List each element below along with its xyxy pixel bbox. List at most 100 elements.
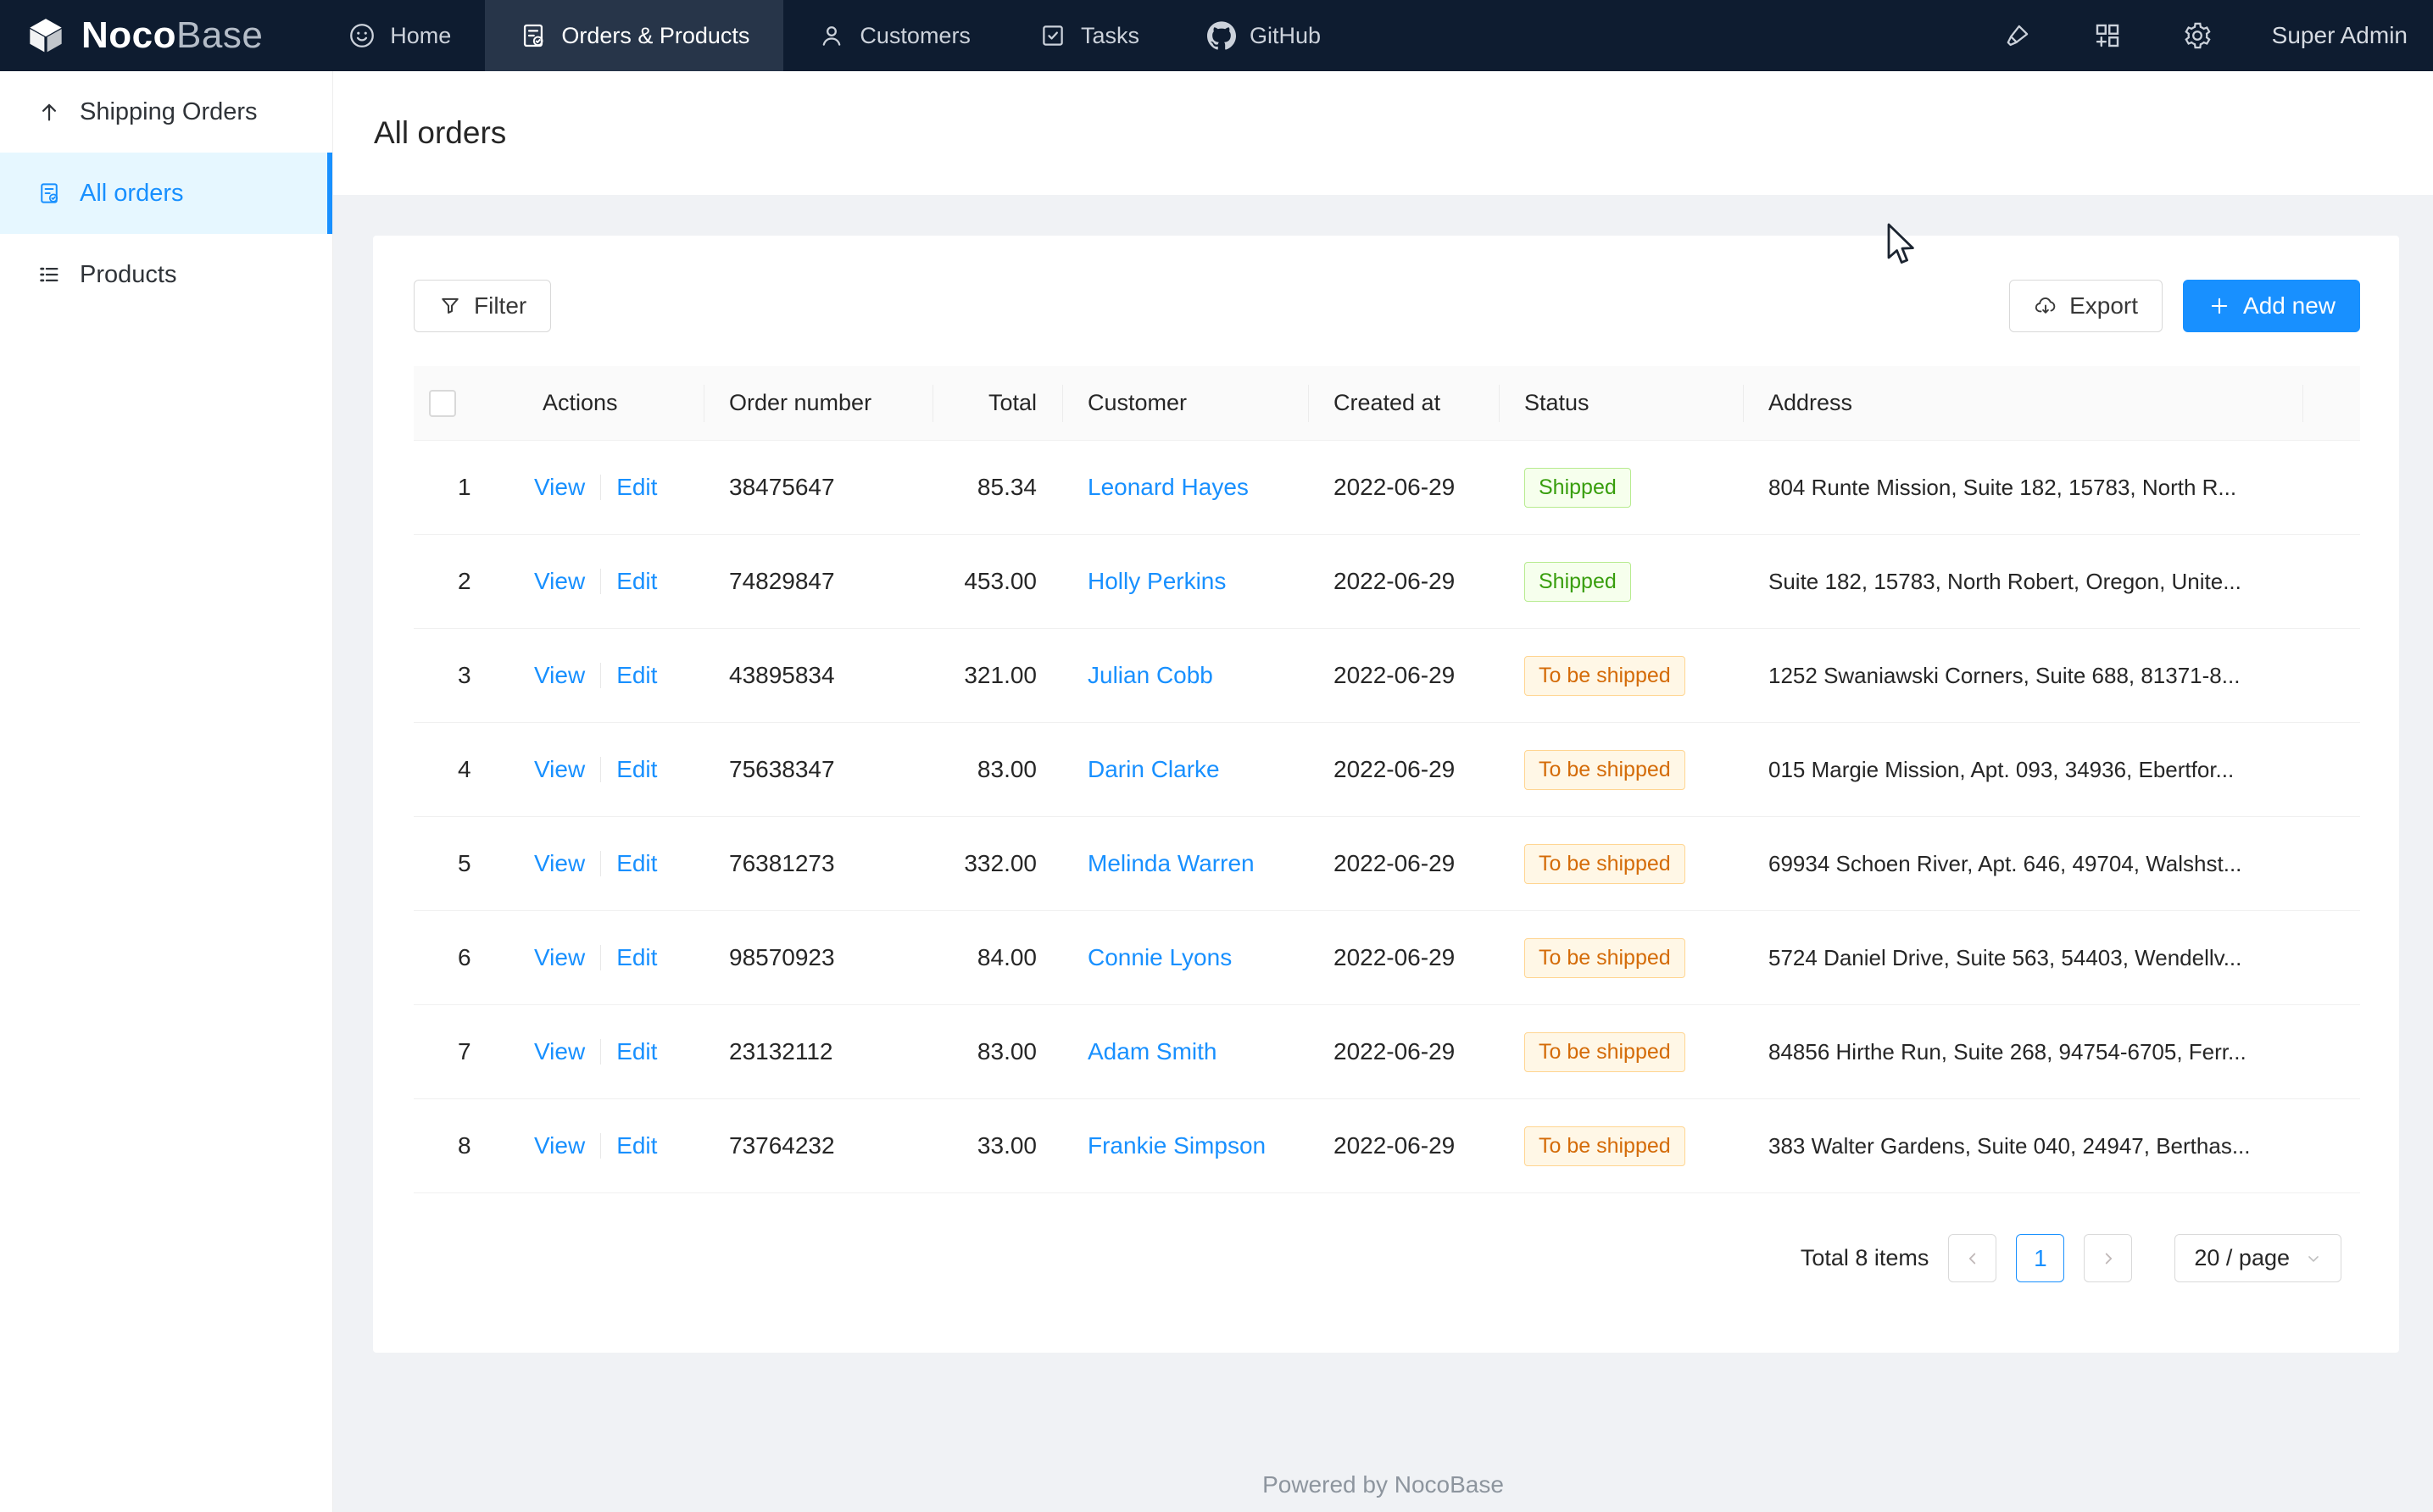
status-cell: To be shipped bbox=[1499, 749, 1743, 790]
navbar-right-section: Super Admin bbox=[2002, 20, 2433, 51]
gear-icon[interactable] bbox=[2182, 20, 2213, 51]
nav-item-home[interactable]: Home bbox=[314, 0, 485, 71]
customer-cell: Leonard Hayes bbox=[1062, 474, 1308, 501]
status-badge: To be shipped bbox=[1524, 749, 1685, 790]
actions-cell: View Edit bbox=[517, 662, 704, 689]
total-cell: 332.00 bbox=[964, 850, 1037, 876]
table-row: 6 View Edit 98570923 84.00 Connie Lyons … bbox=[414, 911, 2360, 1005]
view-link[interactable]: View bbox=[534, 568, 586, 594]
row-index: 5 bbox=[458, 850, 471, 876]
table-header-row: Actions Order number Total Customer Crea… bbox=[414, 366, 2360, 441]
view-link[interactable]: View bbox=[534, 662, 586, 688]
nav-item-github[interactable]: GitHub bbox=[1173, 0, 1355, 71]
customer-link[interactable]: Darin Clarke bbox=[1088, 756, 1220, 782]
customer-link[interactable]: Adam Smith bbox=[1088, 1038, 1217, 1065]
nav-item-tasks[interactable]: Tasks bbox=[1005, 0, 1173, 71]
powered-by-footer: Powered by NocoBase bbox=[1262, 1471, 1504, 1498]
add-new-button[interactable]: Add new bbox=[2183, 280, 2360, 332]
order-number-cell: 38475647 bbox=[729, 474, 835, 500]
address-cell: 69934 Schoen River, Apt. 646, 49704, Wal… bbox=[1768, 850, 2242, 876]
edit-link[interactable]: Edit bbox=[616, 474, 658, 500]
order-number-cell: 98570923 bbox=[729, 944, 835, 970]
cloud-download-icon bbox=[2035, 297, 2056, 314]
edit-link[interactable]: Edit bbox=[616, 1132, 658, 1159]
file-done-icon bbox=[41, 183, 58, 203]
view-link[interactable]: View bbox=[534, 850, 586, 876]
header-checkbox-cell bbox=[414, 366, 517, 440]
address-cell: 1252 Swaniawski Corners, Suite 688, 8137… bbox=[1768, 662, 2241, 688]
created-at-cell: 2022-06-29 bbox=[1333, 474, 1456, 500]
nocobase-logo[interactable]: NocoBase bbox=[0, 12, 263, 59]
filter-button-label: Filter bbox=[474, 292, 527, 319]
user-icon bbox=[823, 26, 841, 46]
created-at-cell: 2022-06-29 bbox=[1333, 662, 1456, 688]
action-divider bbox=[600, 569, 602, 594]
sidebar-item-all-orders[interactable]: All orders bbox=[0, 153, 332, 234]
sidebar: Shipping Orders All orders Products bbox=[0, 71, 333, 1512]
customer-cell: Holly Perkins bbox=[1062, 568, 1308, 595]
view-link[interactable]: View bbox=[534, 944, 586, 970]
customer-link[interactable]: Leonard Hayes bbox=[1088, 474, 1249, 500]
view-link[interactable]: View bbox=[534, 756, 586, 782]
edit-link[interactable]: Edit bbox=[616, 944, 658, 970]
edit-link[interactable]: Edit bbox=[616, 662, 658, 688]
header-created-at: Created at bbox=[1308, 366, 1499, 440]
nav-item-label: Orders & Products bbox=[561, 22, 750, 48]
edit-link[interactable]: Edit bbox=[616, 850, 658, 876]
customer-link[interactable]: Frankie Simpson bbox=[1088, 1132, 1267, 1159]
chevron-left-icon bbox=[1968, 1253, 1976, 1264]
file-check-icon bbox=[524, 24, 543, 47]
check-square-icon bbox=[1043, 25, 1063, 46]
actions-cell: View Edit bbox=[517, 1132, 704, 1159]
nav-item-orders-products[interactable]: Orders & Products bbox=[485, 0, 784, 71]
status-cell: Shipped bbox=[1499, 467, 1743, 508]
filter-funnel-icon bbox=[442, 297, 459, 314]
filter-button[interactable]: Filter bbox=[414, 280, 552, 332]
table-row: 2 View Edit 74829847 453.00 Holly Perkin… bbox=[414, 535, 2360, 629]
export-button-label: Export bbox=[2069, 292, 2139, 319]
address-cell: 015 Margie Mission, Apt. 093, 34936, Ebe… bbox=[1768, 756, 2235, 782]
grid-plus-icon[interactable] bbox=[2092, 20, 2123, 51]
customer-link[interactable]: Connie Lyons bbox=[1088, 944, 1233, 970]
actions-cell: View Edit bbox=[517, 568, 704, 595]
highlighter-icon[interactable] bbox=[2002, 20, 2033, 51]
view-link[interactable]: View bbox=[534, 474, 586, 500]
nav-item-customers[interactable]: Customers bbox=[783, 0, 1005, 71]
table-body: 1 View Edit 38475647 85.34 Leonard Hayes… bbox=[414, 441, 2360, 1193]
sidebar-item-label: Shipping Orders bbox=[80, 97, 258, 125]
export-button[interactable]: Export bbox=[2009, 280, 2163, 332]
page-1-button[interactable]: 1 bbox=[2016, 1234, 2065, 1282]
action-divider bbox=[600, 663, 602, 688]
edit-link[interactable]: Edit bbox=[616, 568, 658, 594]
edit-link[interactable]: Edit bbox=[616, 1038, 658, 1065]
status-cell: To be shipped bbox=[1499, 843, 1743, 884]
select-all-checkbox[interactable] bbox=[429, 389, 456, 417]
created-at-cell: 2022-06-29 bbox=[1333, 1132, 1456, 1159]
table-row: 1 View Edit 38475647 85.34 Leonard Hayes… bbox=[414, 441, 2360, 535]
header-customer: Customer bbox=[1062, 366, 1308, 440]
page-size-select[interactable]: 20 / page bbox=[2174, 1234, 2341, 1282]
row-index: 6 bbox=[458, 944, 471, 970]
top-navbar: NocoBase Home Orders & Products Customer… bbox=[0, 0, 2433, 71]
edit-link[interactable]: Edit bbox=[616, 756, 658, 782]
customer-link[interactable]: Melinda Warren bbox=[1088, 850, 1255, 876]
customer-link[interactable]: Julian Cobb bbox=[1088, 662, 1213, 688]
user-menu[interactable]: Super Admin bbox=[2271, 22, 2408, 48]
view-link[interactable]: View bbox=[534, 1038, 586, 1065]
total-cell: 83.00 bbox=[977, 1038, 1037, 1065]
customer-cell: Darin Clarke bbox=[1062, 756, 1308, 783]
customer-link[interactable]: Holly Perkins bbox=[1088, 568, 1227, 594]
row-index: 2 bbox=[458, 568, 471, 594]
total-cell: 453.00 bbox=[964, 568, 1037, 594]
sidebar-item-products[interactable]: Products bbox=[0, 234, 332, 315]
row-index: 4 bbox=[458, 756, 471, 782]
order-number-cell: 73764232 bbox=[729, 1132, 835, 1159]
row-index: 3 bbox=[458, 662, 471, 688]
status-cell: To be shipped bbox=[1499, 1126, 1743, 1166]
prev-page-button[interactable] bbox=[1948, 1234, 1997, 1282]
next-page-button[interactable] bbox=[2084, 1234, 2133, 1282]
sidebar-item-shipping-orders[interactable]: Shipping Orders bbox=[0, 71, 332, 153]
order-number-cell: 76381273 bbox=[729, 850, 835, 876]
view-link[interactable]: View bbox=[534, 1132, 586, 1159]
status-cell: To be shipped bbox=[1499, 1031, 1743, 1072]
